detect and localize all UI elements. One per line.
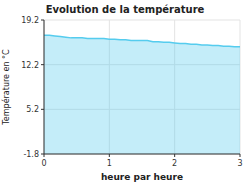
area-line (44, 35, 240, 46)
x-tick-label: 0 (41, 159, 46, 168)
y-tick-label: 5.2 (26, 105, 39, 114)
x-tick-label: 2 (172, 159, 177, 168)
y-tick (41, 109, 44, 110)
x-axis-line (44, 154, 240, 155)
y-tick-label: -1.8 (23, 150, 39, 159)
x-tick (109, 154, 110, 157)
y-tick (41, 20, 44, 21)
y-axis-line (44, 20, 45, 154)
grid-line (44, 20, 240, 21)
area-fill (44, 35, 240, 154)
y-axis-label: Température en °C (1, 49, 11, 126)
grid (44, 20, 240, 154)
y-tick (41, 64, 44, 65)
y-tick-label: 12.2 (21, 61, 39, 70)
y-tick-label: 19.2 (21, 16, 39, 25)
x-axis-label: heure par heure (101, 172, 183, 182)
grid-line (44, 20, 45, 154)
x-tick (174, 154, 175, 157)
plot-area (44, 35, 240, 154)
axes: 0 1 2 3 -1.8 5.2 12.2 19.2 (21, 16, 242, 168)
chart: 0 1 2 3 -1.8 5.2 12.2 19.2 heure par heure Tempér… (0, 0, 250, 188)
x-tick (240, 154, 241, 157)
y-tick (41, 154, 44, 155)
title: Evolution de la température (46, 4, 205, 15)
x-tick-label: 1 (107, 159, 112, 168)
grid-line (44, 154, 240, 155)
x-tick-label: 3 (237, 159, 242, 168)
